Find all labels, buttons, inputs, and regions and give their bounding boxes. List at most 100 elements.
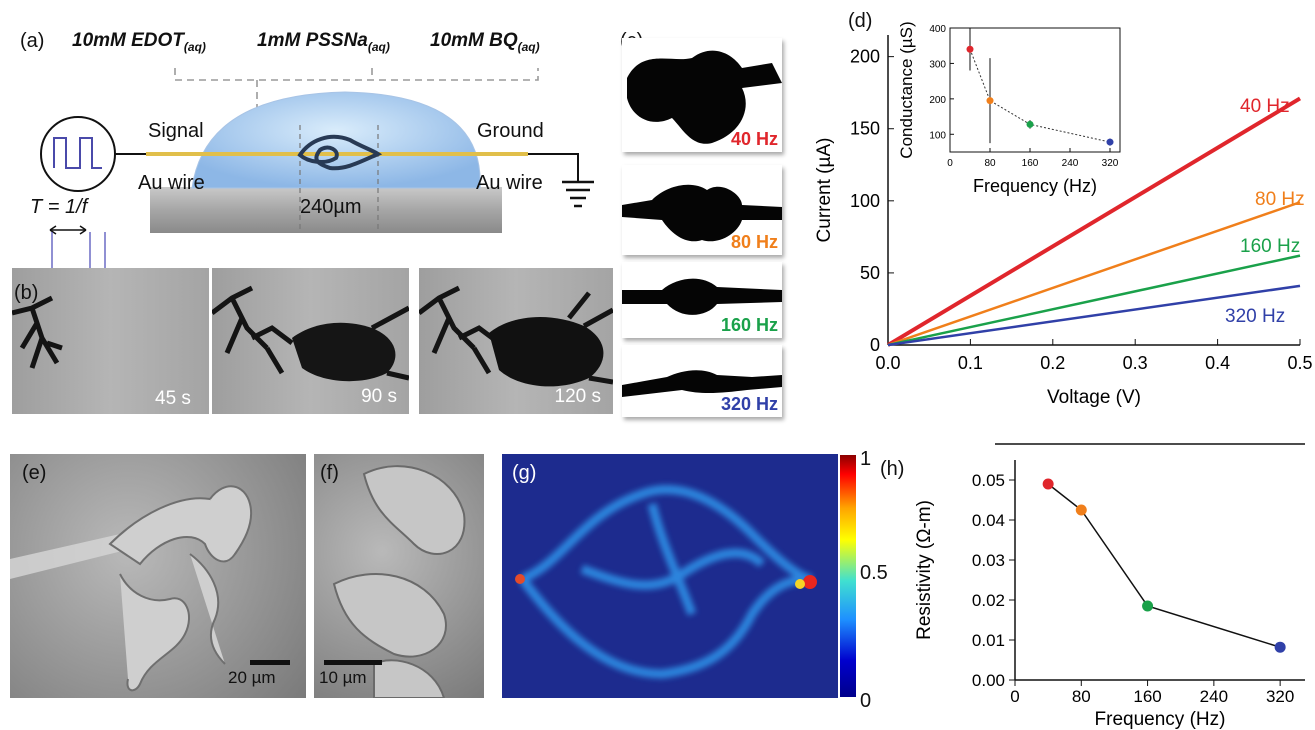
x-tick-label: 0.1 <box>958 353 983 373</box>
silhouette-frequency-label: 320 Hz <box>720 394 778 414</box>
y-tick-label: 50 <box>860 263 880 283</box>
reagent-bq: 10mM BQ(aq) <box>430 30 540 54</box>
x-tick-label: 320 <box>1266 687 1294 706</box>
data-point <box>1274 641 1286 653</box>
chart-h: 0 80 160 240 320 0.00 0.01 0.02 0.03 0.04 0.05 Freq… <box>914 443 1305 730</box>
silhouette-shape <box>622 370 782 397</box>
silhouette-frame: 80 Hz <box>622 165 782 255</box>
panel-label-g: (g) <box>512 462 537 484</box>
y-tick-label: 0.05 <box>972 471 1005 490</box>
y-tick-label: 200 <box>850 47 880 67</box>
inset-y-tick-label: 200 <box>929 95 946 106</box>
series-label: 40 Hz <box>1240 96 1290 117</box>
timestamp-label: 120 s <box>554 386 601 407</box>
gap-label: 240µm <box>300 196 362 218</box>
droplet <box>191 91 481 189</box>
colorbar-mid-label: 0.5 <box>860 562 888 584</box>
period-label: T = 1/f <box>30 196 88 218</box>
colorbar-max-label: 1 <box>860 448 872 470</box>
panel-label-h: (h) <box>880 458 905 480</box>
series-label: 160 Hz <box>1240 236 1300 257</box>
silhouette-shape <box>627 50 782 144</box>
x-tick-label: 0.2 <box>1040 353 1065 373</box>
inset-point <box>986 97 994 105</box>
sem-image-f: 10 µm (f) <box>314 454 484 698</box>
data-point <box>1042 478 1054 490</box>
inset-y-tick-label: 400 <box>929 24 946 35</box>
reagent-pssna: 1mM PSSNa(aq) <box>257 30 390 54</box>
au-wire-left-label: Au wire <box>138 172 205 194</box>
series-label: 320 Hz <box>1225 306 1285 327</box>
x-axis-label: Frequency (Hz) <box>1095 709 1226 730</box>
substrate <box>150 187 502 233</box>
x-tick-label: 0.3 <box>1123 353 1148 373</box>
panel-label-b: (b) <box>14 282 39 304</box>
y-tick-label: 0.03 <box>972 551 1005 570</box>
silhouette-frequency-label: 160 Hz <box>720 315 778 335</box>
silhouette-frequency-label: 40 Hz <box>730 129 778 149</box>
y-axis-label: Resistivity (Ω-m) <box>914 500 935 640</box>
silhouette-shape <box>622 184 782 242</box>
inset-x-tick-label: 0 <box>947 158 953 169</box>
x-tick-label: 80 <box>1072 687 1091 706</box>
series-label: 80 Hz <box>1255 189 1305 210</box>
silhouette-frequency-label: 80 Hz <box>730 232 778 252</box>
inset-y-tick-label: 300 <box>929 59 946 70</box>
y-tick-label: 0.00 <box>972 671 1005 690</box>
panel-label-a: (a) <box>20 30 45 52</box>
au-wire-right-label: Au wire <box>476 172 543 194</box>
inset-frame <box>949 27 1121 153</box>
timelapse-frame-1: (b) <box>12 268 209 414</box>
timestamp-label: 45 s <box>155 388 191 409</box>
timelapse-frame-3: 120 s <box>419 268 613 414</box>
inset-y-axis-label: Conductance (µS) <box>897 21 916 158</box>
silhouette-frame: 40 Hz <box>622 38 782 152</box>
heatmap-g: (g) <box>502 454 838 698</box>
sem-image-e: 20 µm (e) <box>10 454 306 698</box>
ground-label: Ground <box>477 120 544 142</box>
inset-x-tick-label: 80 <box>984 158 996 169</box>
x-tick-label: 160 <box>1133 687 1161 706</box>
inset-x-tick-label: 240 <box>1062 158 1079 169</box>
y-tick-label: 0 <box>870 335 880 355</box>
x-tick-label: 0.4 <box>1205 353 1230 373</box>
silhouette-frame: 160 Hz <box>622 262 782 338</box>
silhouette-frame: 320 Hz <box>622 345 782 417</box>
inset-y-tick-label: 100 <box>929 130 946 141</box>
panel-label-f: (f) <box>320 462 339 484</box>
polymer-fibre <box>297 134 383 171</box>
y-tick-label: 0.04 <box>972 511 1005 530</box>
inset-point <box>966 45 974 53</box>
inset-point <box>1026 120 1034 128</box>
x-tick-label: 0.0 <box>875 353 900 373</box>
series-line <box>886 96 1302 347</box>
ground-icon <box>528 153 579 182</box>
scale-bar-e-label: 20 µm <box>228 668 276 687</box>
signal-label: Signal <box>148 120 204 142</box>
panel-label-e: (e) <box>22 462 47 484</box>
y-tick-label: 0.01 <box>972 631 1005 650</box>
data-point <box>1142 600 1154 612</box>
y-tick-label: 100 <box>850 191 880 211</box>
inset-x-axis-label: Frequency (Hz) <box>973 176 1097 196</box>
y-tick-label: 0.02 <box>972 591 1005 610</box>
x-axis-label: Voltage (V) <box>1047 387 1141 408</box>
inset-point <box>1106 138 1114 146</box>
chart-d: 0.0 0.1 0.2 0.3 0.4 0.5 0 50 100 150 200 Voltage (V… <box>814 21 1313 408</box>
reagent-edot: 10mM EDOT(aq) <box>72 30 206 54</box>
silhouette-shape <box>622 278 782 315</box>
scale-bar-f-label: 10 µm <box>319 668 367 687</box>
series-line <box>887 254 1301 347</box>
x-tick-label: 0.5 <box>1287 353 1312 373</box>
schematic-drawing <box>40 68 594 268</box>
y-tick-label: 150 <box>850 119 880 139</box>
data-point <box>1075 504 1087 516</box>
x-tick-label: 240 <box>1200 687 1228 706</box>
inset-x-tick-label: 160 <box>1022 158 1039 169</box>
y-axis-label: Current (µA) <box>814 138 835 243</box>
reagent-bracket <box>174 68 539 118</box>
signal-generator-icon <box>40 116 116 192</box>
colorbar-min-label: 0 <box>860 690 872 712</box>
inset-x-tick-label: 320 <box>1102 158 1119 169</box>
x-tick-label: 0 <box>1010 687 1019 706</box>
